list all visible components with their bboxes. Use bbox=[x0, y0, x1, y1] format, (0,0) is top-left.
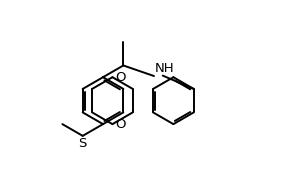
Text: S: S bbox=[79, 137, 87, 150]
Text: O: O bbox=[115, 71, 125, 84]
Text: NH: NH bbox=[155, 62, 175, 75]
Text: O: O bbox=[115, 118, 125, 131]
